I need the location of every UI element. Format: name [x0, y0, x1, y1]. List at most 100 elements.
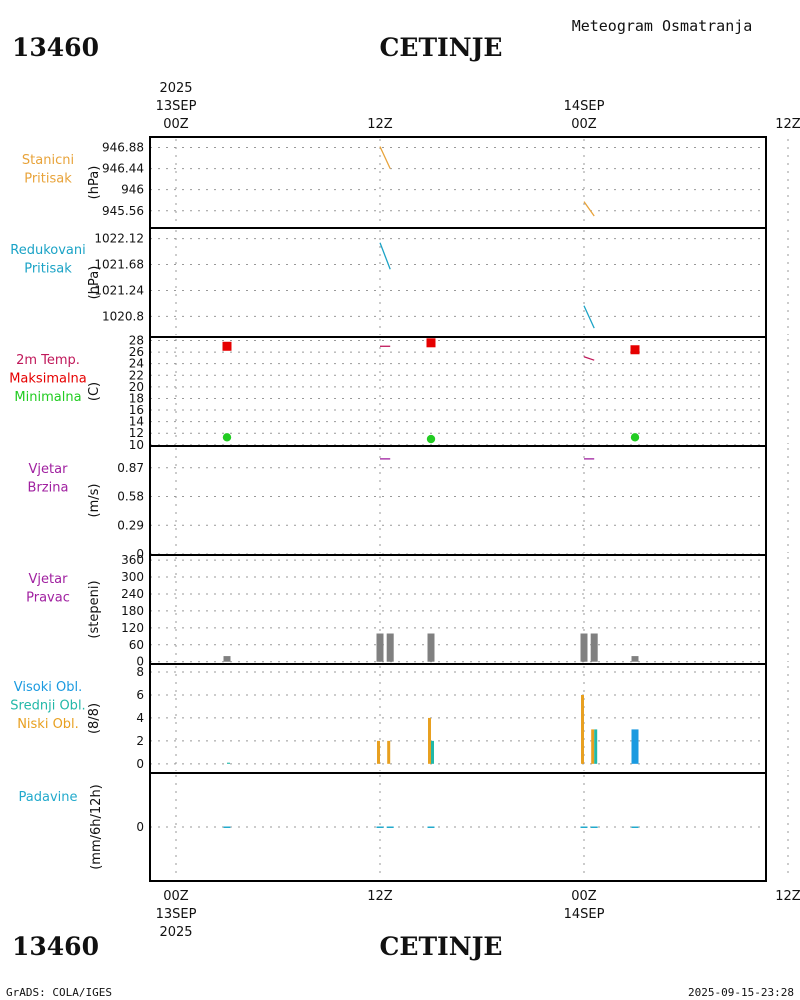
wind-direction-bar [590, 633, 598, 662]
series-line-segment [379, 242, 391, 270]
precip-bar [386, 826, 394, 828]
y-tick-label: 946.44 [102, 162, 144, 176]
panel-frame [149, 663, 767, 774]
y-tick-label: 0 [136, 547, 144, 561]
panel-side-label: Stanicni [22, 153, 74, 168]
panel-frame [149, 554, 767, 665]
wind-direction-bar [376, 633, 384, 662]
time-label-top: 12Z [775, 117, 800, 132]
time-label-top: 2025 [159, 81, 192, 96]
cloud-cover-bar-high [631, 729, 639, 764]
y-axis-label: (m/s) [87, 484, 102, 518]
y-tick-label: 20 [129, 380, 144, 394]
y-tick-label: 180 [121, 604, 144, 618]
wind-direction-bar [223, 656, 231, 662]
y-tick-label: 8 [136, 665, 144, 679]
tmin-marker [630, 433, 640, 442]
cloud-cover-bar-low [377, 740, 380, 764]
cloud-cover-bar-low [591, 729, 595, 764]
y-axis-label: (stepeni) [87, 580, 102, 638]
precip-bar [580, 826, 588, 828]
time-label-top: 00Z [163, 117, 189, 132]
time-label-top: 14SEP [564, 99, 605, 114]
y-tick-label: 16 [129, 403, 144, 417]
time-label-top: 00Z [571, 117, 597, 132]
cloud-cover-bar-mid [431, 740, 434, 764]
plot-area: 946.88 946.44 946 945.56 (hPa) Stanicni Pritis… [9, 81, 800, 940]
panel-side-label: Redukovani [10, 243, 85, 258]
y-axis-label: (8/8) [87, 703, 102, 734]
y-tick-label: 12 [129, 426, 144, 440]
time-label-bottom: 2025 [159, 925, 192, 940]
y-tick-label: 0.29 [117, 518, 144, 532]
y-tick-label: 120 [121, 621, 144, 635]
panel-frame [149, 227, 767, 338]
panel-side-label: Pritisak [24, 262, 72, 277]
series-line-segment [379, 146, 391, 169]
panel-side-label: Srednji Obl. [10, 699, 85, 714]
y-tick-label: 26 [129, 345, 144, 359]
cloud-cover-bar-mid [227, 762, 230, 764]
panel-side-label: Minimalna [14, 390, 81, 405]
cloud-cover-bar-low [387, 740, 391, 764]
tmin-marker [426, 434, 436, 444]
wind-direction-bar [386, 633, 394, 662]
y-tick-label: 60 [129, 638, 144, 652]
panel-side-label: 2m Temp. [16, 353, 80, 368]
station-name-bottom: CETINJE [380, 932, 503, 961]
y-tick-label: 946.88 [102, 141, 144, 155]
y-tick-label: 1021.24 [94, 283, 144, 297]
time-label-bottom: 13SEP [156, 907, 197, 922]
footer-credit: GrADS: COLA/IGES [6, 986, 112, 999]
panel-side-label: Maksimalna [9, 372, 87, 387]
footer-timestamp: 2025-09-15-23:28 [688, 986, 794, 999]
precip-bar [223, 826, 231, 828]
tmax-marker [222, 341, 232, 351]
temp-line-segment [583, 356, 595, 361]
y-tick-label: 24 [129, 357, 144, 371]
precip-bar [631, 826, 639, 828]
tmax-marker [630, 345, 640, 355]
y-tick-label: 14 [129, 415, 144, 429]
y-tick-label: 0 [136, 655, 144, 669]
y-tick-label: 946 [121, 183, 144, 197]
meteogram-title: Meteogram Osmatranja [572, 17, 753, 35]
panel-side-label: Niski Obl. [17, 717, 79, 732]
y-tick-label: 10 [129, 438, 144, 452]
panel-side-label: Padavine [19, 790, 78, 805]
wind-direction-bar [631, 656, 639, 662]
cloud-cover-bar-low [581, 694, 584, 764]
station-id-top: 13460 [12, 33, 99, 62]
time-label-bottom: 12Z [367, 889, 393, 904]
panel-frame [149, 772, 767, 882]
y-tick-label: 360 [121, 553, 144, 567]
panel-frame [149, 336, 767, 447]
panel-side-label: Brzina [28, 481, 69, 496]
y-tick-label: 0 [136, 820, 144, 834]
time-label-bottom: 00Z [571, 889, 597, 904]
panel-frame [149, 136, 767, 229]
cloud-cover-bar-mid [594, 729, 598, 764]
time-label-top: 13SEP [156, 99, 197, 114]
series-line-segment [583, 305, 595, 329]
y-axis-label: (hPa) [87, 266, 102, 300]
y-tick-label: 28 [129, 333, 144, 347]
y-tick-label: 1020.8 [102, 309, 144, 323]
y-tick-label: 6 [136, 688, 144, 702]
y-tick-label: 240 [121, 587, 144, 601]
y-tick-label: 300 [121, 570, 144, 584]
station-id-bottom: 13460 [12, 932, 99, 961]
cloud-cover-bar-low [428, 717, 431, 764]
y-axis-label: (mm/6h/12h) [89, 784, 104, 870]
series-line-segment [583, 201, 595, 217]
tmax-marker [426, 338, 436, 348]
y-tick-label: 945.56 [102, 204, 144, 218]
precip-bar [590, 826, 598, 828]
y-tick-label: 1022.12 [94, 232, 144, 246]
y-tick-label: 1021.68 [94, 258, 144, 272]
station-name-top: CETINJE [380, 33, 503, 62]
precip-bar [376, 826, 384, 828]
panel-frame [149, 445, 767, 556]
y-tick-label: 0.87 [117, 461, 144, 475]
panel-side-label: Vjetar [29, 462, 69, 477]
